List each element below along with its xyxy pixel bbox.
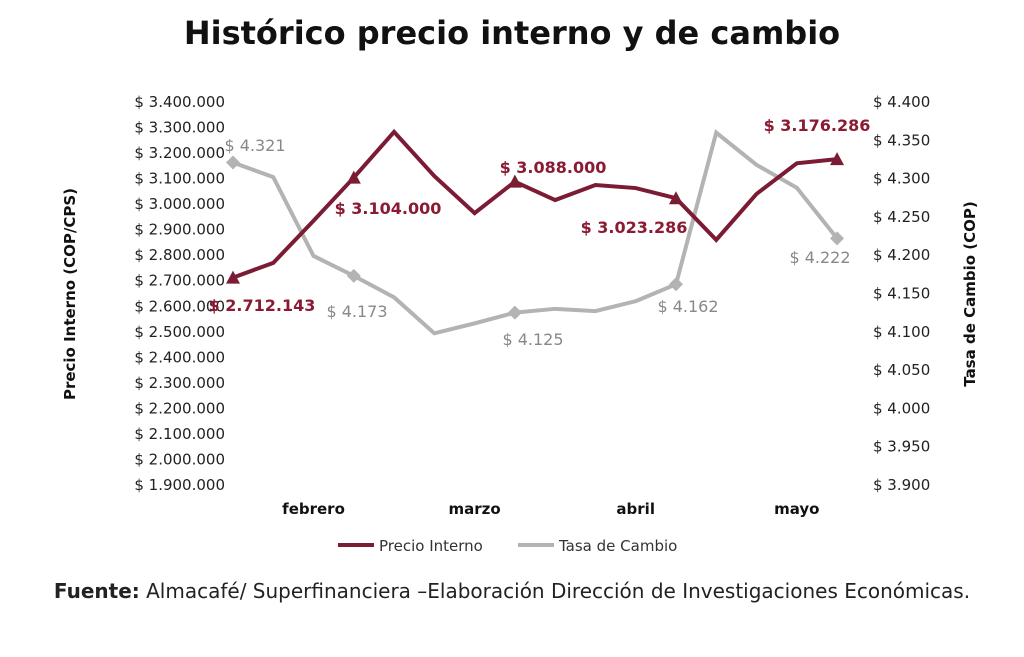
y-tick-label: $ 3.300.000 (134, 119, 225, 137)
y2-tick-label: $ 3.900 (873, 476, 930, 494)
data-point-marker (830, 152, 845, 166)
y-tick-label: $ 2.000.000 (134, 450, 225, 468)
y2-tick-label: $ 4.300 (873, 170, 930, 188)
data-label: $ 4.125 (502, 330, 563, 349)
data-label: $ 4.162 (657, 297, 718, 316)
y-tick-label: $ 2.700.000 (134, 272, 225, 290)
x-tick-label: marzo (449, 500, 501, 518)
y2-tick-label: $ 4.050 (873, 361, 930, 379)
legend-label-precio: Precio Interno (379, 537, 483, 555)
y2-tick-label: $ 4.200 (873, 246, 930, 264)
x-tick-label: mayo (774, 500, 819, 518)
y-tick-label: $ 3.100.000 (134, 170, 225, 188)
y2-tick-label: $ 3.950 (873, 438, 930, 456)
data-label: $ 4.222 (789, 248, 850, 267)
data-point-marker (226, 155, 240, 170)
data-label: $ 4.173 (326, 302, 387, 321)
y2-tick-label: $ 4.100 (873, 323, 930, 341)
y-tick-label: $ 2.400.000 (134, 348, 225, 366)
y-tick-label: $ 2.200.000 (134, 399, 225, 417)
data-point-marker (830, 231, 845, 246)
y-tick-label: $ 2.500.000 (134, 323, 225, 341)
data-point-marker (507, 174, 522, 188)
data-point-marker (668, 191, 683, 205)
y-tick-label: $ 2.600.000 (134, 297, 225, 315)
source-note: Fuente: Almacafé/ Superfinanciera –Elabo… (40, 578, 984, 604)
source-text: Almacafé/ Superfinanciera –Elaboración D… (139, 579, 971, 603)
y2-tick-label: $ 4.400 (873, 93, 930, 111)
y-tick-label: $ 3.200.000 (134, 144, 225, 162)
x-tick-label: febrero (282, 500, 345, 518)
data-point-marker (346, 170, 361, 184)
legend-label-tasa: Tasa de Cambio (558, 537, 677, 555)
data-label: $ 2.712.143 (209, 296, 316, 315)
source-label: Fuente: (53, 579, 140, 603)
y2-tick-label: $ 4.350 (873, 131, 930, 149)
y-tick-label: $ 2.900.000 (134, 221, 225, 239)
series-line-precio (232, 128, 838, 280)
y2-axis-title: Tasa de Cambio (COP) (961, 201, 979, 386)
data-point-marker (226, 270, 240, 284)
y-axis-title: Precio Interno (COP/CPS) (61, 188, 79, 400)
series-line-tasa (232, 129, 839, 336)
y2-tick-label: $ 4.250 (873, 208, 930, 226)
data-point-marker (346, 268, 361, 283)
y2-tick-label: $ 4.150 (873, 285, 930, 303)
y-tick-label: $ 2.800.000 (134, 246, 225, 264)
data-label: $ 3.176.286 (764, 116, 871, 135)
y-tick-label: $ 2.100.000 (134, 425, 225, 443)
y-tick-label: $ 3.400.000 (134, 93, 225, 111)
y-tick-label: $ 1.900.000 (134, 476, 225, 494)
y-tick-label: $ 2.300.000 (134, 374, 225, 392)
chart-title: Histórico precio interno y de cambio (183, 14, 841, 52)
data-label: $ 3.104.000 (335, 199, 442, 218)
y2-tick-label: $ 4.000 (873, 399, 930, 417)
y-tick-label: $ 3.000.000 (134, 195, 225, 213)
data-label: $ 4.321 (224, 136, 285, 155)
data-label: $ 3.088.000 (500, 158, 607, 177)
data-point-marker (507, 305, 522, 320)
data-point-marker (668, 277, 683, 292)
x-tick-label: abril (616, 500, 655, 518)
data-label: $ 3.023.286 (581, 218, 688, 237)
